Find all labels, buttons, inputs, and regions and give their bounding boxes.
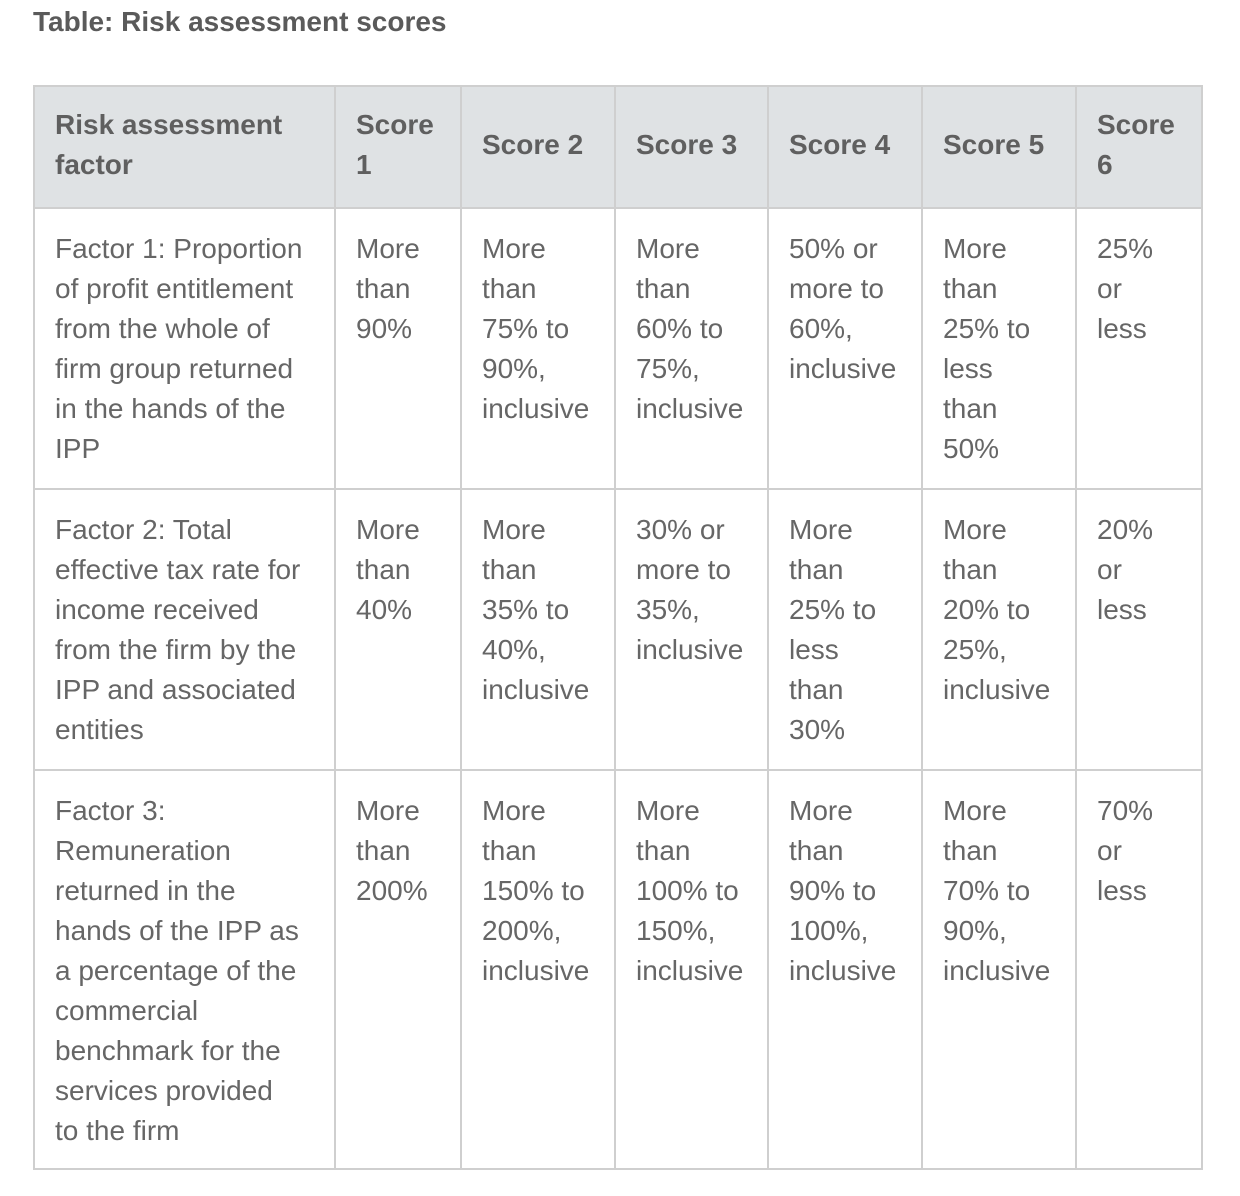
risk-assessment-table: Risk assessment factor Score 1 Score 2 S… (33, 85, 1203, 1170)
factor-cell: Factor 3: Remuneration returned in the h… (33, 769, 336, 1170)
score-cell: 30% or more to 35%, inclusive (614, 488, 769, 771)
header-score-1: Score 1 (334, 85, 462, 209)
header-score-2: Score 2 (460, 85, 616, 209)
score-cell: More than 25% to less than 30% (767, 488, 923, 771)
score-cell: More than 100% to 150%, inclusive (614, 769, 769, 1170)
header-score-5: Score 5 (921, 85, 1077, 209)
score-cell: More than 75% to 90%, inclusive (460, 207, 616, 490)
score-cell: More than 35% to 40%, inclusive (460, 488, 616, 771)
score-cell: More than 25% to less than 50% (921, 207, 1077, 490)
score-cell: More than 20% to 25%, inclusive (921, 488, 1077, 771)
score-cell: 50% or more to 60%, inclusive (767, 207, 923, 490)
table-row: Factor 3: Remuneration returned in the h… (33, 769, 1203, 1170)
factor-cell: Factor 1: Proportion of profit entitleme… (33, 207, 336, 490)
factor-cell: Factor 2: Total effective tax rate for i… (33, 488, 336, 771)
score-cell: More than 200% (334, 769, 462, 1170)
score-cell: More than 70% to 90%, inclusive (921, 769, 1077, 1170)
table-row: Factor 2: Total effective tax rate for i… (33, 488, 1203, 771)
header-score-3: Score 3 (614, 85, 769, 209)
score-cell: More than 150% to 200%, inclusive (460, 769, 616, 1170)
score-cell: More than 90% to 100%, inclusive (767, 769, 923, 1170)
table-title: Table: Risk assessment scores (33, 6, 447, 37)
header-row: Risk assessment factor Score 1 Score 2 S… (33, 85, 1203, 209)
table-row: Factor 1: Proportion of profit entitleme… (33, 207, 1203, 490)
score-cell: More than 90% (334, 207, 462, 490)
score-cell: More than 60% to 75%, inclusive (614, 207, 769, 490)
header-score-6: Score 6 (1075, 85, 1203, 209)
score-cell: 70% or less (1075, 769, 1203, 1170)
score-cell: More than 40% (334, 488, 462, 771)
header-factor: Risk assessment factor (33, 85, 336, 209)
score-cell: 20% or less (1075, 488, 1203, 771)
score-cell: 25% or less (1075, 207, 1203, 490)
header-score-4: Score 4 (767, 85, 923, 209)
